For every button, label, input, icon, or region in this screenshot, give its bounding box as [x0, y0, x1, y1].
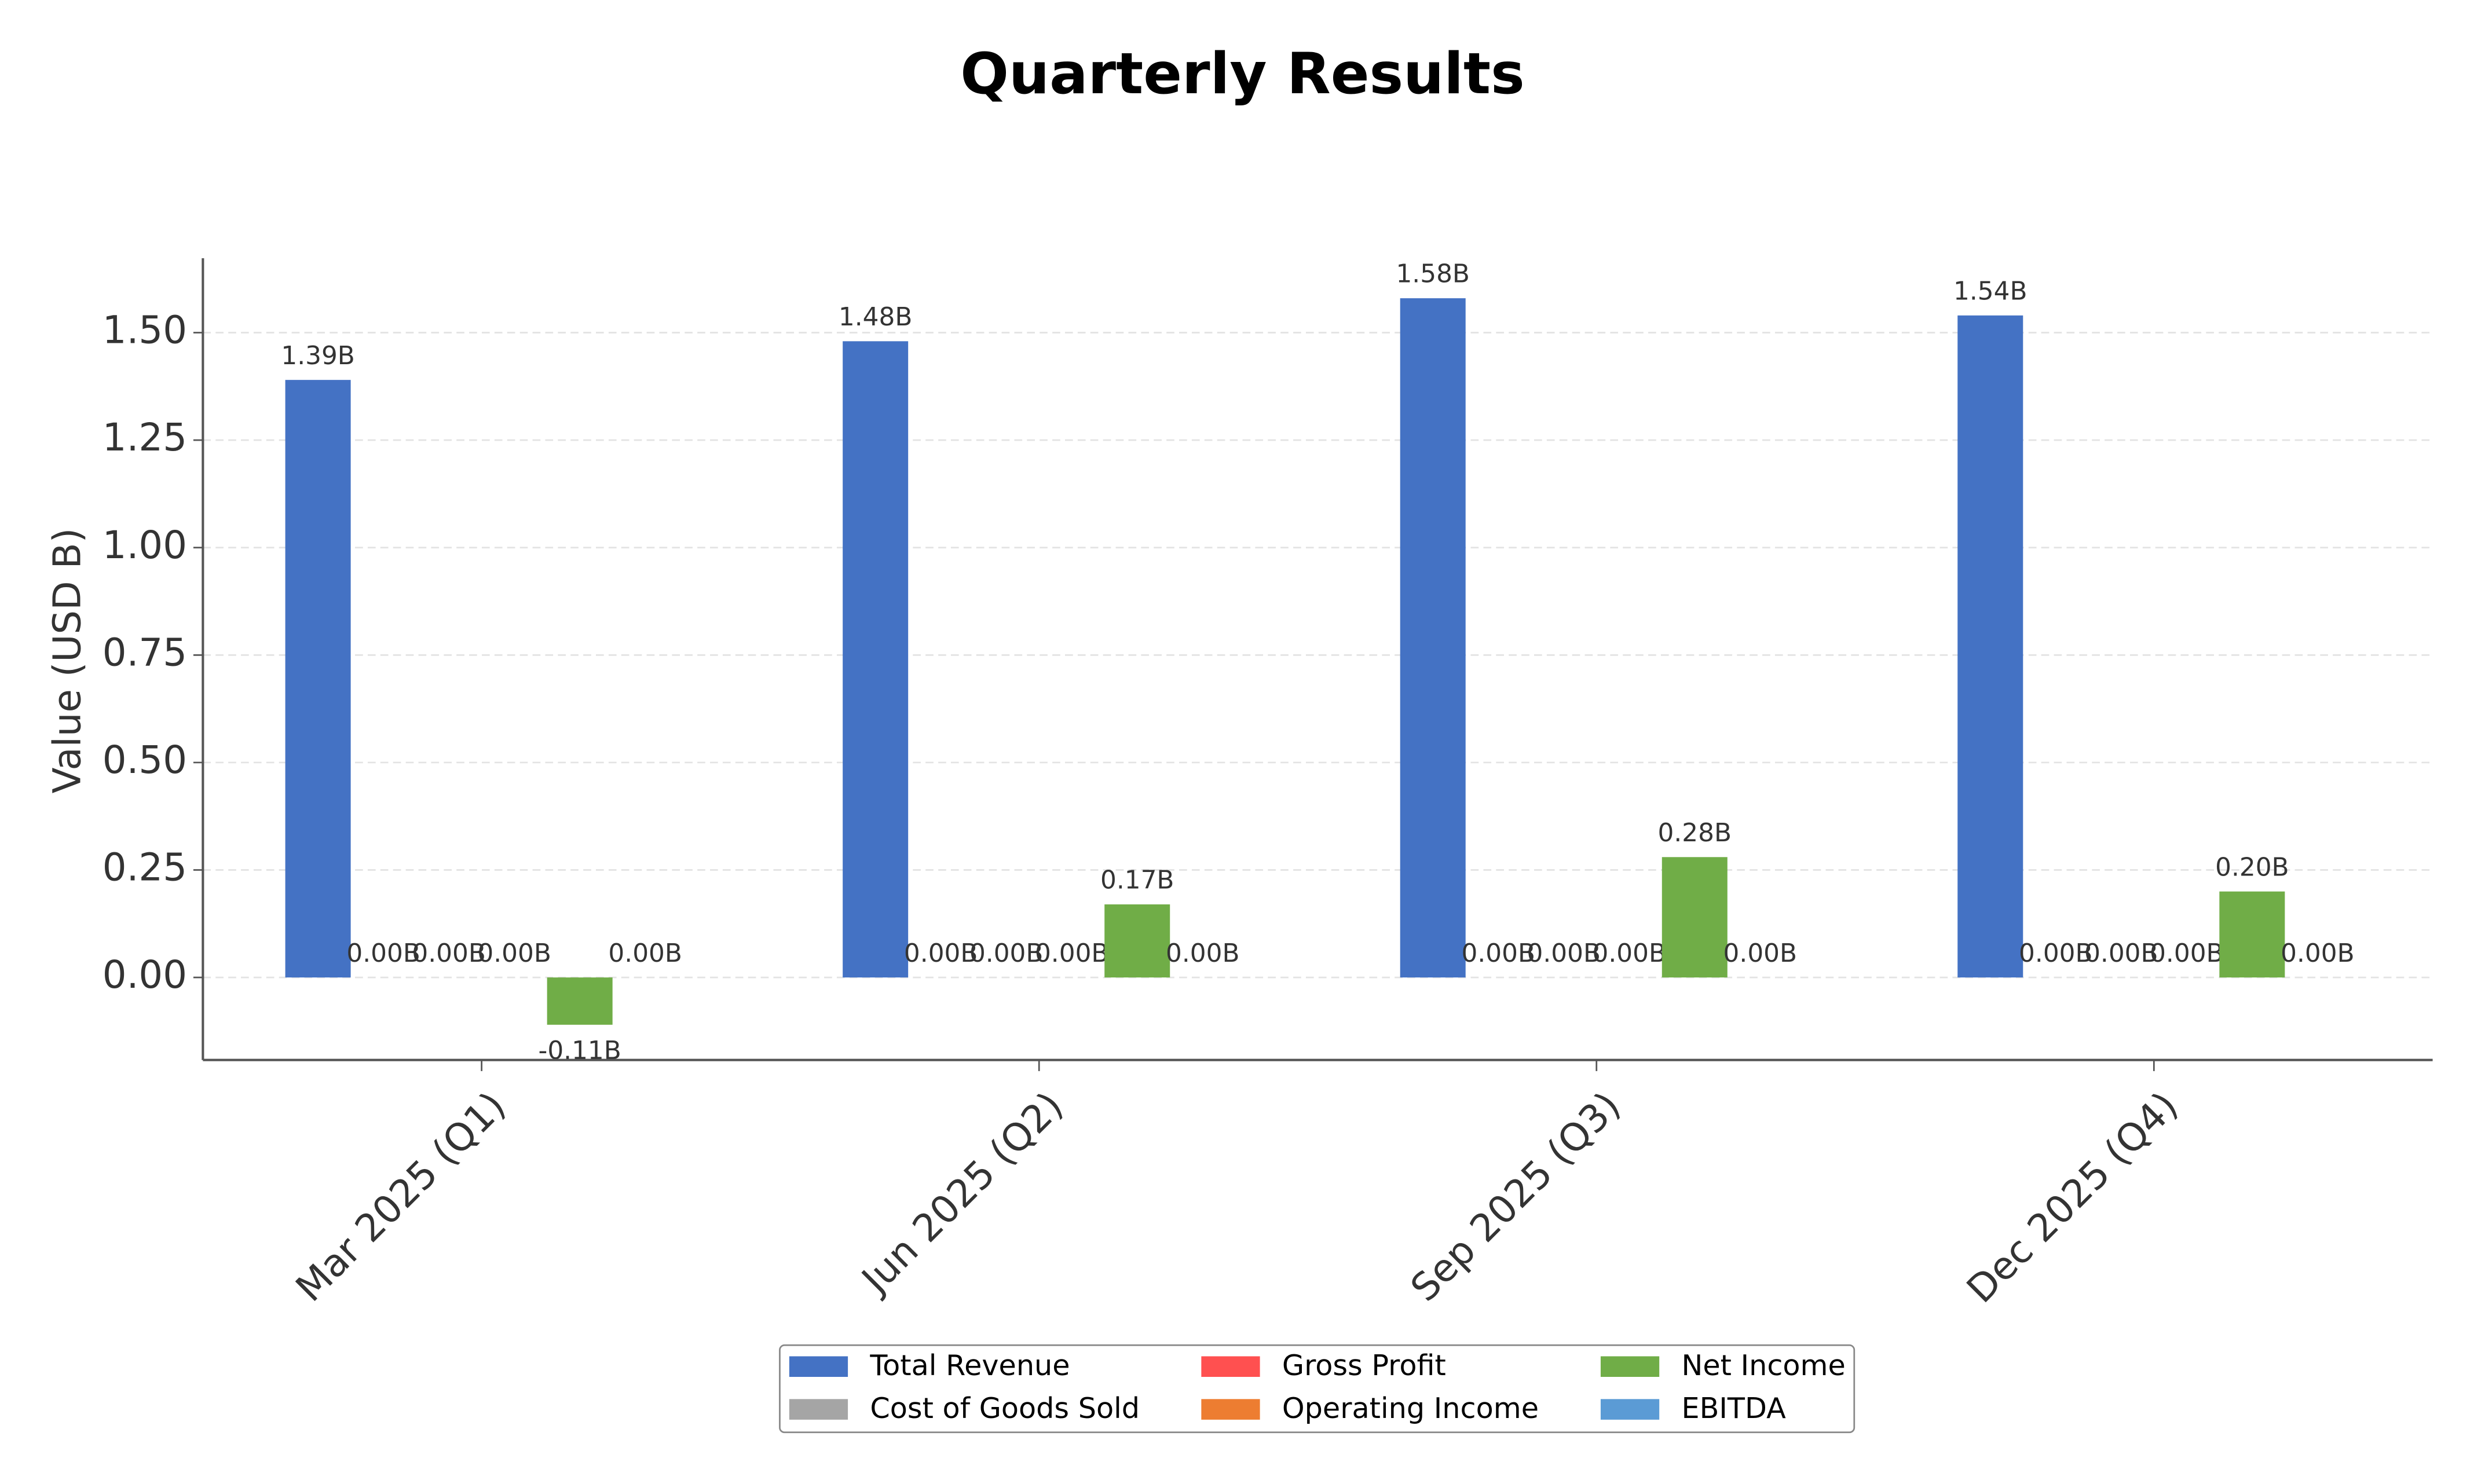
y-tick-label: 1.00: [103, 523, 187, 567]
value-label: 0.00B: [1166, 939, 1239, 968]
y-tick-label: 0.75: [103, 631, 187, 675]
value-label: 0.00B: [346, 939, 420, 968]
value-label: 0.00B: [1593, 939, 1666, 968]
legend-swatch: [789, 1356, 848, 1377]
bar: [2219, 891, 2285, 978]
value-label: 0.00B: [412, 939, 485, 968]
legend-swatch: [1201, 1356, 1260, 1377]
value-label: 0.20B: [2215, 852, 2289, 882]
legend-label: EBITDA: [1682, 1391, 1787, 1425]
value-label: 1.39B: [281, 341, 354, 371]
value-label: 0.00B: [969, 939, 1043, 968]
value-label: 0.00B: [1723, 939, 1797, 968]
value-label: 0.00B: [2281, 939, 2354, 968]
value-label: 0.00B: [904, 939, 978, 968]
legend-swatch: [1201, 1399, 1260, 1420]
value-label: 0.00B: [1035, 939, 1108, 968]
legend-swatch: [1600, 1356, 1660, 1377]
value-label: 0.00B: [2019, 939, 2092, 968]
y-tick-label: 1.50: [103, 309, 187, 353]
legend-swatch: [1600, 1399, 1660, 1420]
chart-title: Quarterly Results: [960, 41, 1525, 107]
value-label: 0.00B: [2150, 939, 2223, 968]
bar: [843, 341, 909, 978]
y-tick-label: 0.50: [103, 738, 187, 782]
y-tick-label: 0.00: [103, 953, 187, 997]
y-tick-label: 0.25: [103, 846, 187, 890]
value-label: 0.28B: [1658, 818, 1732, 848]
value-label: 0.00B: [1527, 939, 1601, 968]
value-label: 0.17B: [1100, 866, 1174, 895]
bar: [285, 380, 351, 978]
legend-label: Total Revenue: [869, 1349, 1070, 1382]
legend-label: Net Income: [1682, 1349, 1846, 1382]
bar: [1957, 315, 2023, 978]
legend-swatch: [789, 1399, 848, 1420]
legend-box: [779, 1344, 1855, 1434]
bar: [1104, 904, 1170, 978]
y-tick-label: 1.25: [103, 416, 187, 460]
bar: [1661, 857, 1728, 978]
value-label: 1.54B: [1953, 276, 2027, 306]
bar: [547, 977, 613, 1025]
legend-label: Operating Income: [1282, 1391, 1539, 1425]
bar: [1400, 298, 1466, 978]
value-label: 1.48B: [839, 302, 912, 332]
value-label: 1.58B: [1396, 259, 1469, 289]
value-label: 0.00B: [1461, 939, 1535, 968]
value-label: 0.00B: [477, 939, 551, 968]
legend-label: Gross Profit: [1282, 1349, 1446, 1382]
legend-label: Cost of Goods Sold: [870, 1391, 1140, 1425]
y-axis-label: Value (USD B): [46, 528, 90, 794]
value-label: 0.00B: [2084, 939, 2158, 968]
value-label: 0.00B: [608, 939, 682, 968]
